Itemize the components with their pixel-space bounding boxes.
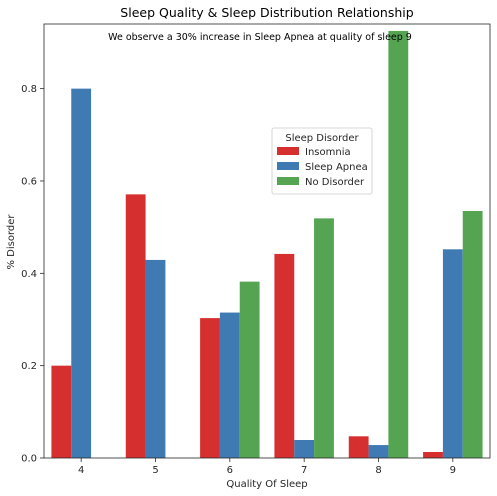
bar-sleep-apnea-9 [442, 249, 463, 458]
y-axis-label: % Disorder [6, 214, 17, 270]
legend-items: Insomnia Sleep Apnea No Disorder [277, 147, 368, 188]
legend: Sleep Disorder Insomnia Sleep Apnea No Dis… [271, 127, 373, 195]
legend-label-insomnia: Insomnia [305, 147, 351, 158]
y-tick-label: 0.0 [21, 454, 37, 465]
y-tick-label: 0.6 [21, 176, 37, 187]
legend-swatch-no-disorder [277, 177, 299, 185]
x-tick-label: 9 [450, 465, 456, 476]
bar-no-disorder-8 [388, 30, 409, 458]
bar-insomnia-9 [423, 451, 443, 458]
bar-sleep-apnea-7 [294, 439, 315, 458]
bar-insomnia-6 [200, 318, 220, 458]
bar-insomnia-5 [125, 194, 146, 458]
x-axis: 4 5 6 7 8 9 [78, 458, 456, 476]
y-tick-label: 0.8 [21, 84, 37, 95]
bar-no-disorder-7 [314, 218, 334, 458]
chart-title: Sleep Quality & Sleep Distribution Relat… [120, 5, 413, 20]
bar-insomnia-8 [348, 436, 369, 458]
bar-sleep-apnea-8 [368, 445, 389, 458]
bar-sleep-apnea-6 [219, 312, 240, 458]
bar-no-disorder-6 [239, 281, 260, 458]
x-tick-label: 7 [301, 465, 307, 476]
x-tick-label: 5 [152, 465, 158, 476]
bar-sleep-apnea-5 [145, 259, 166, 458]
bar-insomnia-4 [51, 365, 72, 458]
legend-title: Sleep Disorder [285, 133, 359, 144]
legend-label-sleep-apnea: Sleep Apnea [305, 162, 368, 173]
y-tick-label: 0.4 [21, 269, 37, 280]
x-tick-label: 6 [227, 465, 233, 476]
y-axis: 0.0 0.2 0.4 0.6 0.8 [21, 84, 44, 465]
y-tick-label: 0.2 [21, 361, 37, 372]
bars-group [51, 30, 483, 458]
bar-insomnia-7 [274, 253, 295, 458]
legend-swatch-insomnia [277, 147, 299, 155]
chart-annotation: We observe a 30% increase in Sleep Apnea… [108, 32, 412, 43]
legend-swatch-sleep-apnea [277, 162, 299, 170]
legend-label-no-disorder: No Disorder [305, 177, 365, 188]
x-tick-label: 4 [78, 465, 84, 476]
bar-sleep-apnea-4 [71, 88, 92, 458]
plot-frame [43, 23, 491, 459]
x-tick-label: 8 [375, 465, 381, 476]
bar-no-disorder-9 [462, 210, 483, 458]
x-axis-label: Quality Of Sleep [226, 479, 307, 490]
